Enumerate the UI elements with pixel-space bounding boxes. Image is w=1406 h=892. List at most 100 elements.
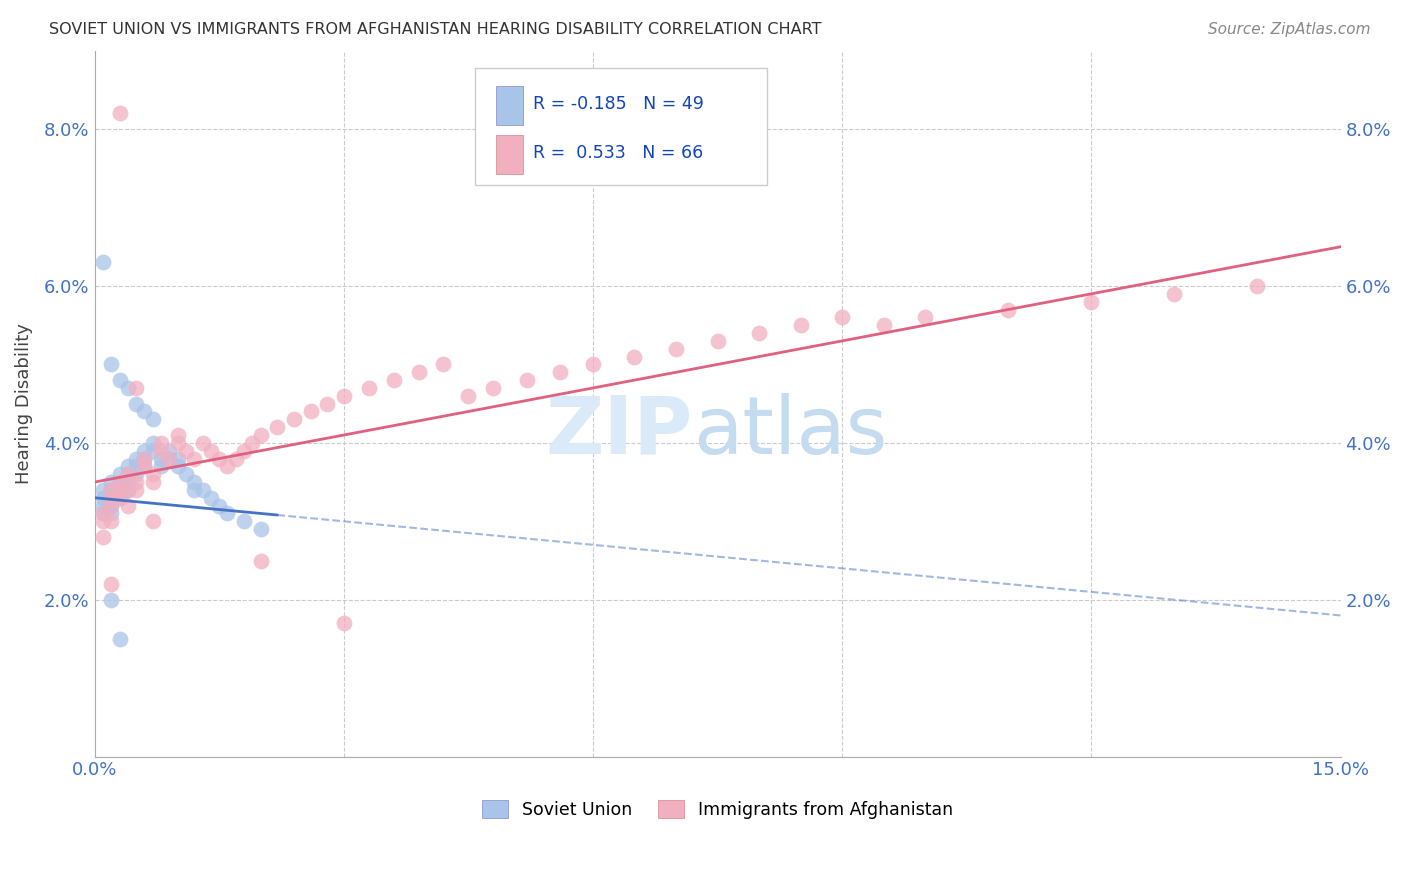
Point bbox=[191, 483, 214, 497]
Point bbox=[831, 310, 853, 325]
Point bbox=[134, 443, 156, 458]
Point bbox=[117, 467, 139, 482]
Point bbox=[191, 435, 214, 450]
Point bbox=[548, 365, 571, 379]
Point bbox=[117, 467, 139, 482]
Point bbox=[208, 451, 231, 466]
Text: atlas: atlas bbox=[693, 392, 887, 471]
Point bbox=[249, 553, 271, 567]
Point bbox=[117, 459, 139, 474]
Point bbox=[91, 530, 114, 544]
Point bbox=[91, 507, 114, 521]
Point bbox=[582, 358, 605, 372]
Point bbox=[125, 483, 148, 497]
Point bbox=[382, 373, 405, 387]
Point bbox=[100, 592, 122, 607]
Point bbox=[432, 358, 454, 372]
FancyBboxPatch shape bbox=[475, 69, 768, 185]
Point bbox=[108, 475, 131, 489]
Point bbox=[997, 302, 1019, 317]
Text: SOVIET UNION VS IMMIGRANTS FROM AFGHANISTAN HEARING DISABILITY CORRELATION CHART: SOVIET UNION VS IMMIGRANTS FROM AFGHANIS… bbox=[49, 22, 821, 37]
Point bbox=[157, 451, 180, 466]
Point bbox=[142, 467, 165, 482]
Point bbox=[157, 451, 180, 466]
Point bbox=[125, 459, 148, 474]
Point bbox=[150, 459, 173, 474]
Point bbox=[125, 381, 148, 395]
Point bbox=[1163, 286, 1185, 301]
Point bbox=[117, 475, 139, 489]
Point bbox=[183, 483, 205, 497]
Point bbox=[91, 507, 114, 521]
Point bbox=[183, 475, 205, 489]
Point bbox=[515, 373, 537, 387]
Point bbox=[108, 483, 131, 497]
Point bbox=[217, 507, 239, 521]
Point bbox=[174, 443, 197, 458]
Point bbox=[108, 491, 131, 505]
FancyBboxPatch shape bbox=[496, 86, 523, 125]
Point bbox=[333, 389, 356, 403]
Point bbox=[283, 412, 305, 426]
Point bbox=[748, 326, 770, 340]
Text: ZIP: ZIP bbox=[546, 392, 693, 471]
Point bbox=[108, 483, 131, 497]
Point bbox=[357, 381, 380, 395]
Point bbox=[457, 389, 479, 403]
Point bbox=[200, 491, 222, 505]
Point bbox=[100, 483, 122, 497]
Point bbox=[134, 459, 156, 474]
Point bbox=[233, 514, 256, 528]
Point bbox=[108, 491, 131, 505]
Point bbox=[316, 397, 339, 411]
Point bbox=[142, 435, 165, 450]
FancyBboxPatch shape bbox=[496, 136, 523, 174]
Y-axis label: Hearing Disability: Hearing Disability bbox=[15, 323, 32, 484]
Point bbox=[91, 514, 114, 528]
Point bbox=[100, 483, 122, 497]
Text: R = -0.185   N = 49: R = -0.185 N = 49 bbox=[533, 95, 704, 112]
Text: R =  0.533   N = 66: R = 0.533 N = 66 bbox=[533, 144, 703, 162]
Point bbox=[125, 397, 148, 411]
Point bbox=[134, 451, 156, 466]
Point bbox=[482, 381, 505, 395]
Legend: Soviet Union, Immigrants from Afghanistan: Soviet Union, Immigrants from Afghanista… bbox=[475, 793, 960, 826]
Point bbox=[108, 467, 131, 482]
Point bbox=[166, 435, 188, 450]
Point bbox=[117, 483, 139, 497]
Point bbox=[208, 499, 231, 513]
Point bbox=[108, 632, 131, 646]
Point bbox=[142, 412, 165, 426]
Point bbox=[117, 483, 139, 497]
Point bbox=[134, 404, 156, 418]
Point bbox=[100, 491, 122, 505]
Point bbox=[100, 499, 122, 513]
Point bbox=[914, 310, 936, 325]
Point bbox=[100, 358, 122, 372]
Point bbox=[100, 577, 122, 591]
Point bbox=[100, 491, 122, 505]
Point bbox=[150, 435, 173, 450]
Point bbox=[157, 443, 180, 458]
Point bbox=[134, 459, 156, 474]
Point bbox=[789, 318, 811, 333]
Point bbox=[1246, 279, 1268, 293]
Point bbox=[150, 443, 173, 458]
Point bbox=[125, 451, 148, 466]
Point bbox=[174, 467, 197, 482]
Point bbox=[166, 428, 188, 442]
Point bbox=[665, 342, 688, 356]
Point bbox=[117, 499, 139, 513]
Point bbox=[134, 451, 156, 466]
Point bbox=[142, 443, 165, 458]
Point bbox=[873, 318, 896, 333]
Point bbox=[183, 451, 205, 466]
Point bbox=[91, 483, 114, 497]
Point bbox=[108, 475, 131, 489]
Point bbox=[249, 522, 271, 536]
Point bbox=[217, 459, 239, 474]
Point bbox=[108, 106, 131, 120]
Point bbox=[225, 451, 247, 466]
Point bbox=[249, 428, 271, 442]
Point bbox=[100, 475, 122, 489]
